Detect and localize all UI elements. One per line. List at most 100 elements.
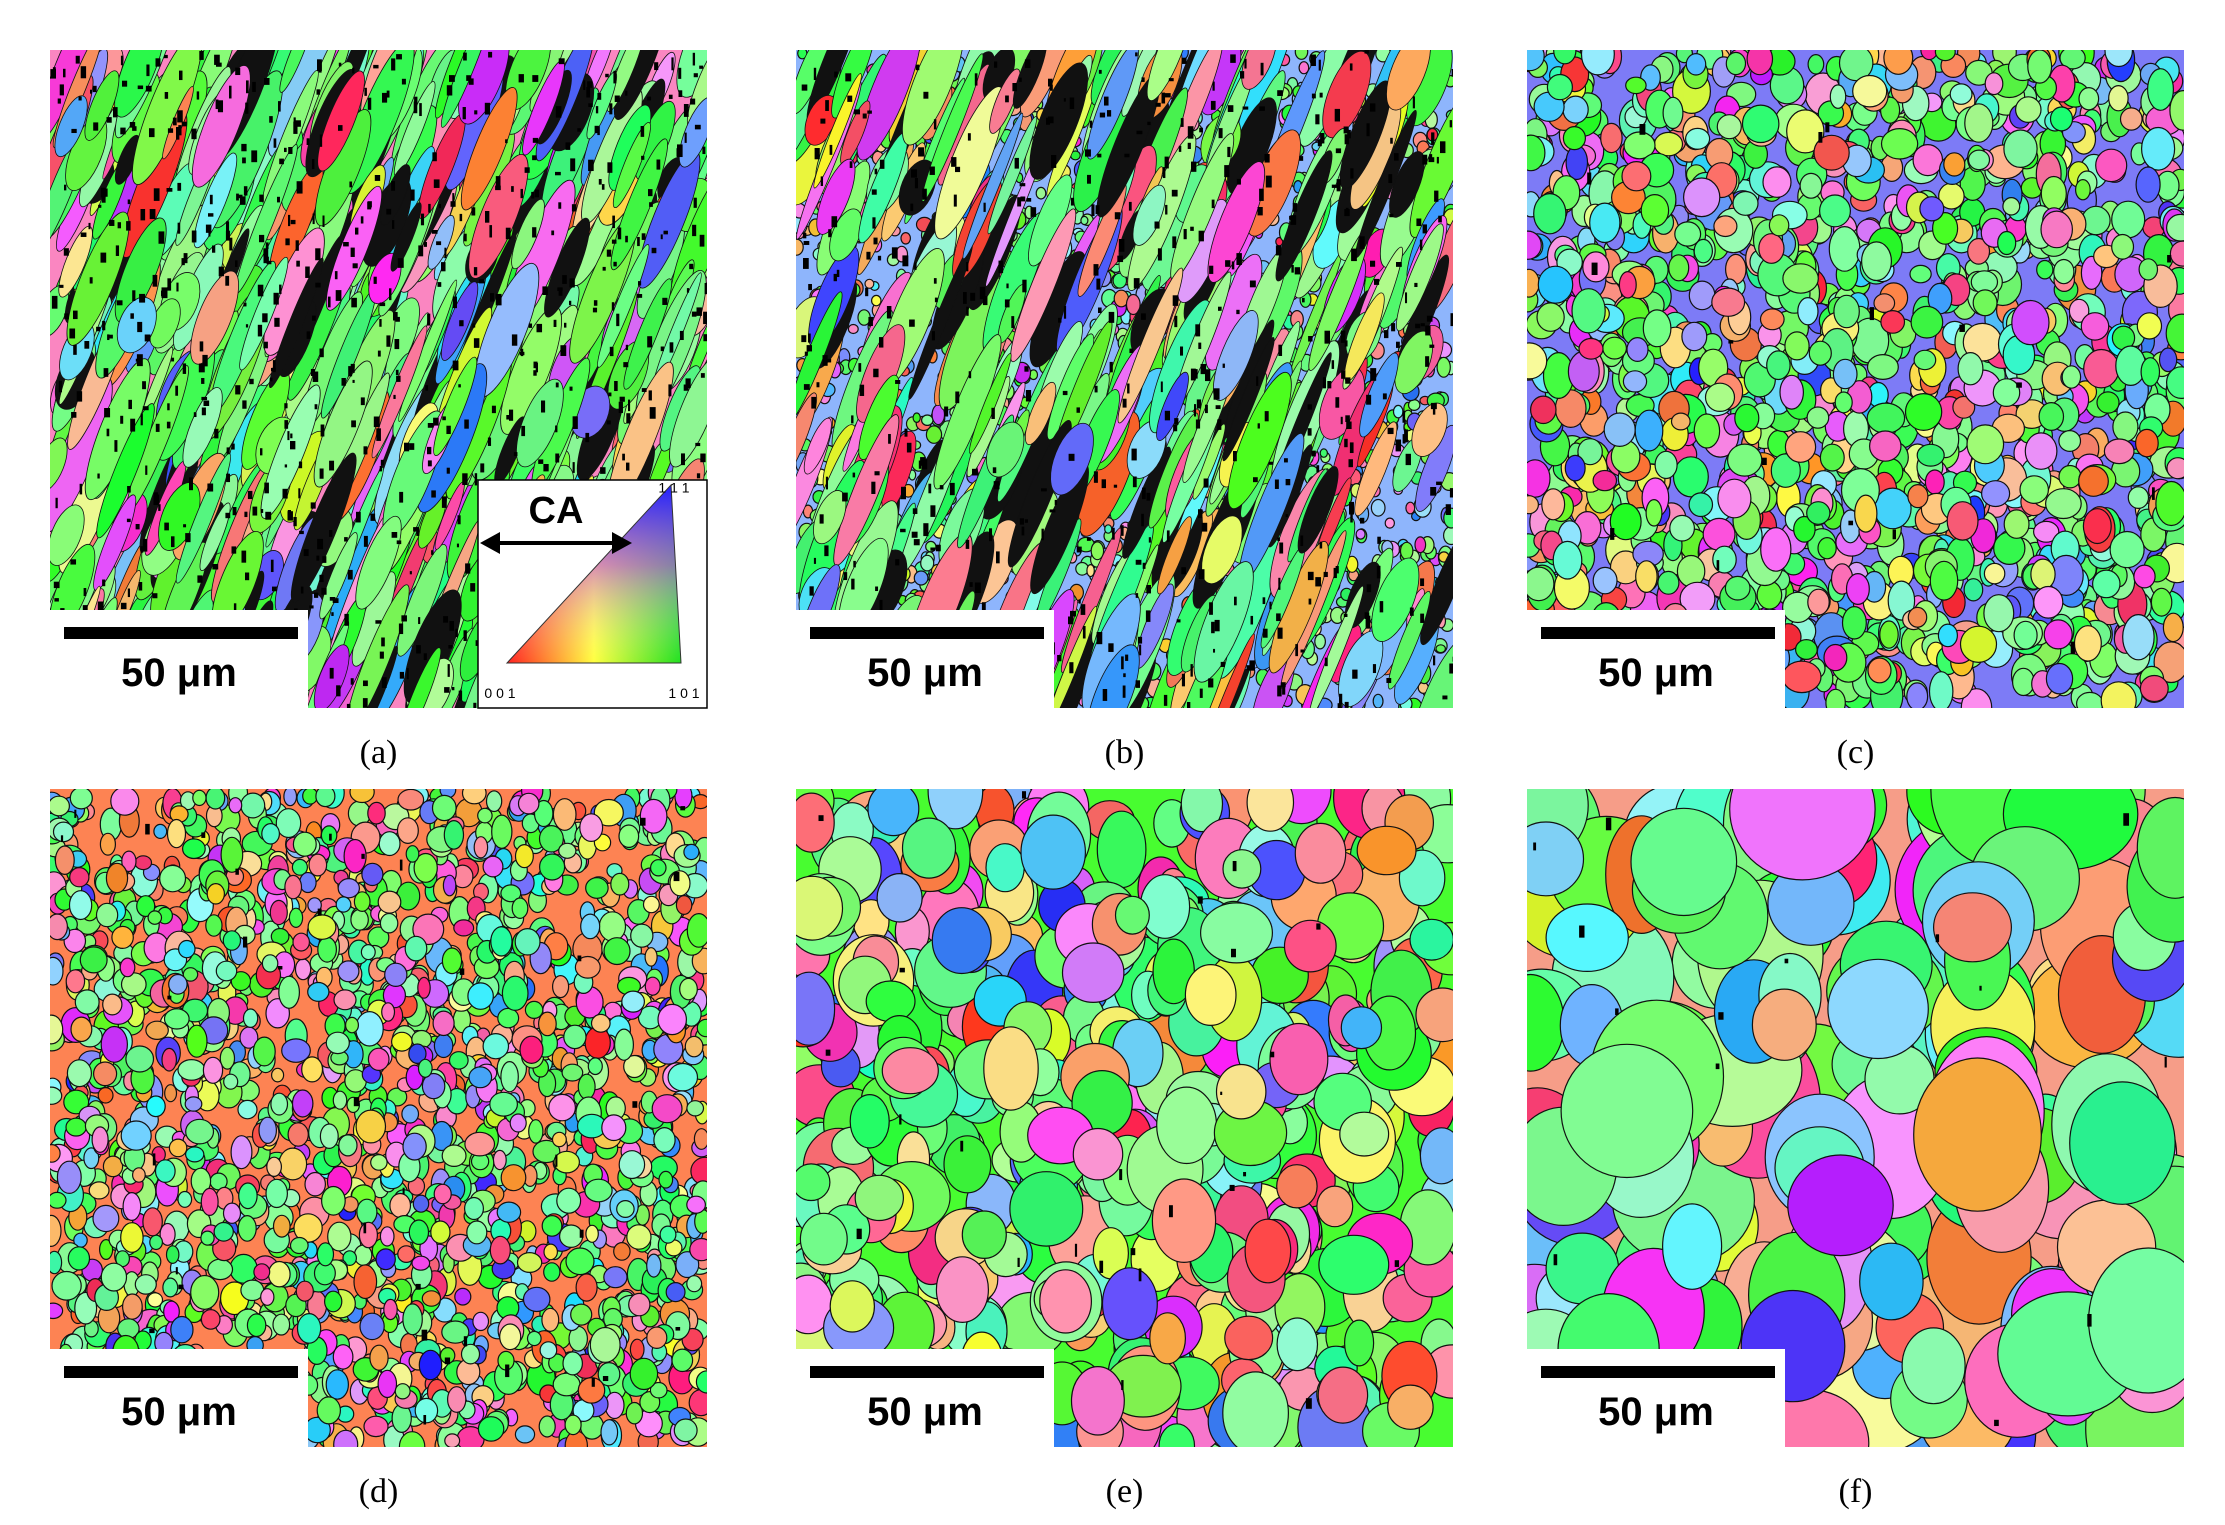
unindexed-spot [257,284,264,297]
unindexed-spot [273,138,277,148]
unindexed-spot [1438,215,1442,223]
elongated-grain [279,50,314,93]
unindexed-spot [351,297,357,308]
unindexed-spot [1164,93,1171,98]
unindexed-spot [181,121,187,127]
unindexed-spot [284,464,288,468]
elongated-grain [175,453,231,584]
unindexed-spot [266,260,272,265]
unindexed-spot [90,89,93,94]
unindexed-spot [1344,438,1348,448]
unindexed-spot [569,278,575,288]
unindexed-spot [379,302,386,307]
unindexed-spot [135,524,140,530]
unindexed-spot [915,64,920,71]
unindexed-spot [660,234,663,240]
unindexed-spot [1432,405,1436,415]
unindexed-spot [1011,316,1015,329]
unindexed-spot [393,312,398,321]
unindexed-spot [1433,655,1436,666]
unindexed-spot [116,300,123,306]
elongated-grain [676,50,707,98]
unindexed-spot [413,101,418,114]
unindexed-spot [1391,323,1396,332]
unindexed-spot [290,441,296,450]
unindexed-spot [1257,423,1260,429]
unindexed-spot [1174,315,1178,328]
unindexed-spot [1113,484,1118,488]
unindexed-spot [831,216,838,228]
unindexed-spot [1198,230,1204,242]
unindexed-spot [679,330,684,341]
unindexed-spot [1395,439,1402,452]
unindexed-spot [979,286,986,300]
elongated-grain [191,65,251,188]
unindexed-spot [263,256,269,264]
unindexed-spot [1345,207,1349,214]
unindexed-spot [214,428,219,439]
unindexed-spot [1319,541,1323,549]
unindexed-spot [495,185,501,191]
unindexed-spot [847,95,853,102]
unindexed-spot [700,453,706,463]
unindexed-spot [1021,526,1025,536]
unindexed-spot [1195,419,1201,429]
unindexed-spot [259,234,265,243]
unindexed-spot [225,230,230,241]
unindexed-spot [1005,95,1009,103]
unindexed-spot [1187,142,1191,149]
unindexed-spot [1019,518,1024,525]
elongated-grain [1241,50,1277,90]
grain [1384,517,1396,529]
unindexed-spot [1127,383,1130,394]
unindexed-spot [140,209,146,221]
unindexed-spot [441,262,446,272]
unindexed-spot [322,215,325,227]
unindexed-spot [155,58,161,67]
elongated-grain [1199,633,1256,708]
grain [1405,501,1416,515]
unindexed-spot [1174,418,1179,425]
unindexed-spot [1180,118,1184,127]
unindexed-spot [1348,459,1353,468]
unindexed-spot [611,239,617,244]
unindexed-spot [183,524,187,528]
unindexed-spot [320,424,325,437]
unindexed-spot [935,544,941,552]
elongated-grain [934,86,1006,240]
unindexed-spot [691,311,697,317]
unindexed-spot [1198,342,1202,349]
unindexed-spot [824,545,829,557]
elongated-grain [468,153,529,279]
unindexed-spot [60,608,65,612]
unindexed-spot [1425,356,1430,367]
unindexed-spot [1199,127,1203,133]
unindexed-spot [601,184,605,190]
unindexed-spot [352,379,355,383]
unindexed-spot [295,120,301,127]
unindexed-spot [1146,492,1151,501]
unindexed-spot [350,247,355,257]
unindexed-spot [1262,597,1266,605]
unindexed-spot [127,486,131,493]
unindexed-spot [217,100,224,113]
unindexed-spot [1104,96,1109,106]
unindexed-spot [63,248,69,256]
unindexed-spot [981,602,986,611]
elongated-grain [829,208,863,262]
unindexed-spot [1199,688,1203,698]
unindexed-spot [703,334,707,342]
unindexed-spot [329,597,336,601]
unindexed-spot [1295,644,1299,657]
unindexed-spot [136,354,143,367]
unindexed-spot [1070,197,1074,206]
elongated-grain [1222,336,1275,462]
unindexed-spot [879,159,885,169]
unindexed-spot [132,290,136,302]
unindexed-spot [1382,393,1387,400]
unindexed-spot [312,315,316,321]
unindexed-spot [348,366,353,377]
unindexed-spot [349,181,353,188]
unindexed-spot [1451,69,1453,77]
unindexed-spot [428,203,431,213]
